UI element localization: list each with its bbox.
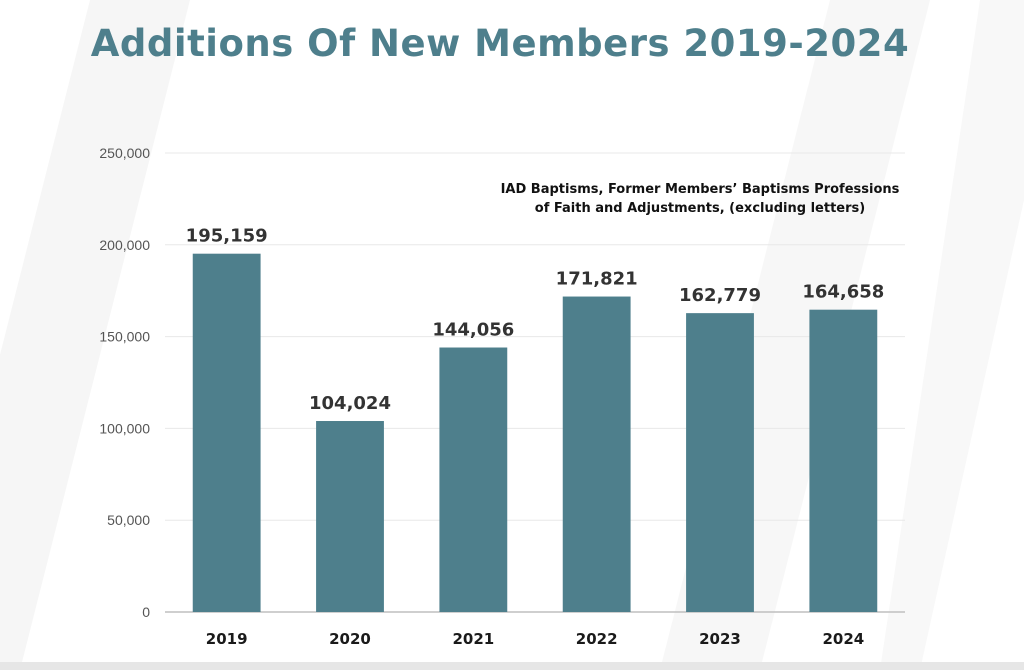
data-label: 195,159 [186, 226, 268, 247]
bar [316, 421, 384, 612]
x-tick-label: 2022 [576, 630, 618, 648]
bottom-divider [0, 662, 1024, 670]
y-tick-label: 200,000 [99, 237, 150, 253]
x-tick-label: 2019 [206, 630, 248, 648]
annotation-line-1: IAD Baptisms, Former Members’ Baptisms P… [500, 182, 900, 197]
data-label: 162,779 [679, 285, 761, 306]
bar [439, 347, 508, 612]
x-tick-label: 2023 [699, 630, 741, 648]
bar [192, 253, 261, 612]
y-tick-label: 150,000 [99, 329, 150, 345]
bar [686, 313, 754, 612]
chart-title: Additions Of New Members 2019-2024 [90, 22, 910, 65]
y-tick-label: 0 [142, 604, 150, 620]
x-tick-label: 2021 [452, 630, 494, 648]
bar [562, 296, 631, 612]
data-label: 144,056 [432, 320, 514, 341]
data-label: 104,024 [309, 393, 391, 414]
y-tick-label: 250,000 [99, 145, 150, 161]
data-label: 171,821 [556, 269, 638, 290]
x-tick-label: 2024 [822, 630, 864, 648]
annotation-line-2: of Faith and Adjustments, (excluding let… [534, 201, 866, 216]
y-tick-label: 100,000 [99, 420, 150, 436]
chart-annotation: IAD Baptisms, Former Members’ Baptisms P… [470, 180, 930, 218]
x-tick-label: 2020 [329, 630, 371, 648]
y-tick-label: 50,000 [107, 512, 150, 528]
data-label: 164,658 [802, 282, 884, 303]
bar [809, 309, 878, 612]
